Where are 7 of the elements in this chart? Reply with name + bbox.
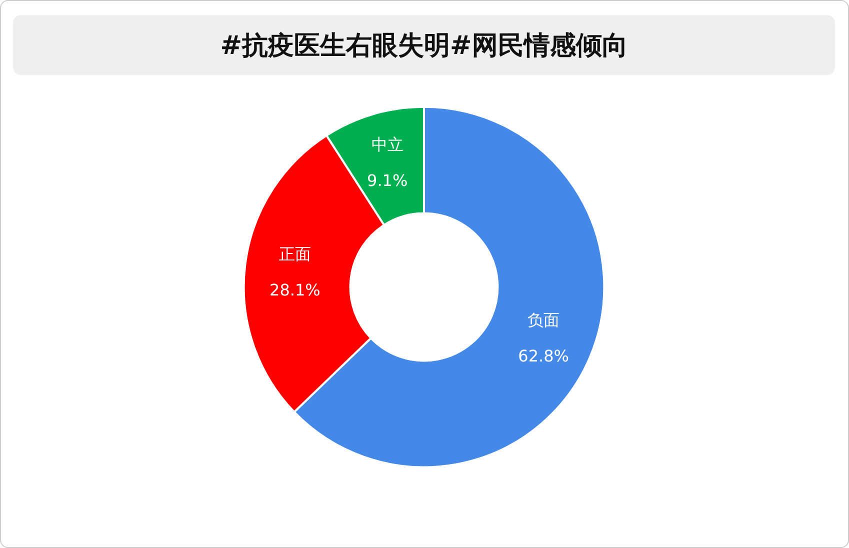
data-label: 62.8% — [518, 346, 569, 366]
slice-label: 正面 — [278, 244, 311, 264]
slice-label: 中立 — [371, 134, 404, 154]
chart-title: #抗疫医生右眼失明#网民情感倾向 — [13, 15, 835, 75]
slice-label: 负面 — [528, 310, 560, 330]
data-label: 9.1% — [367, 170, 408, 190]
data-label: 28.1% — [270, 280, 320, 300]
